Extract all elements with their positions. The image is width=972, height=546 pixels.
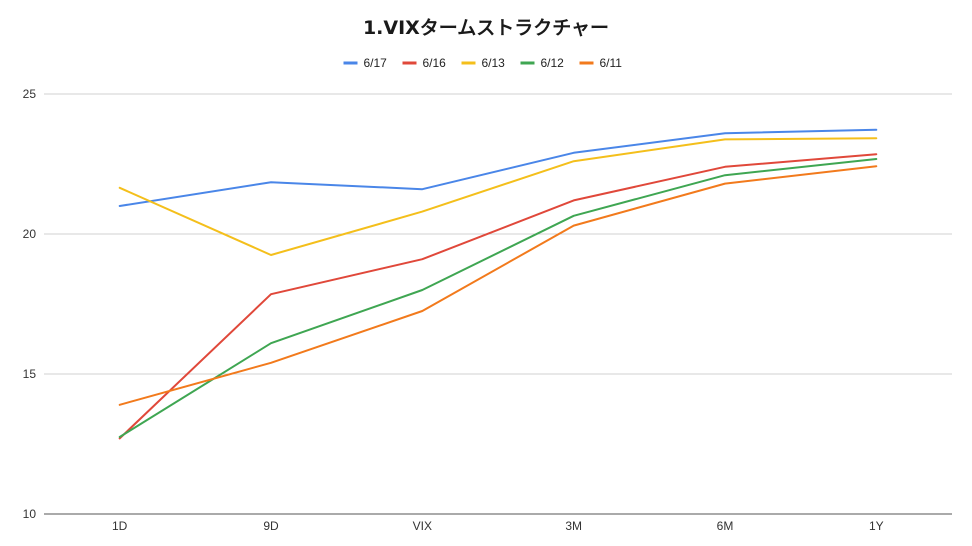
y-tick-label: 20 — [23, 227, 37, 241]
legend-label: 6/13 — [482, 56, 506, 70]
x-tick-label: VIX — [413, 519, 432, 533]
legend-item: 6/11 — [579, 56, 623, 70]
x-tick-label: 6M — [717, 519, 734, 533]
series-line — [118, 158, 878, 438]
series-4 — [118, 165, 878, 406]
series-line — [118, 165, 878, 406]
series-line — [118, 128, 878, 207]
y-tick-label: 10 — [23, 507, 37, 521]
series-2 — [118, 137, 878, 256]
series-3 — [118, 158, 878, 438]
legend-item: 6/17 — [343, 56, 388, 70]
x-tick-label: 3M — [565, 519, 582, 533]
y-tick-label: 25 — [23, 87, 37, 101]
legend-item: 6/12 — [520, 56, 565, 70]
chart-title: 1.VIXタームストラクチャー — [363, 17, 609, 39]
legend-item: 6/13 — [461, 56, 506, 70]
legend: 6/17 6/16 6/13 6/12 6/11 — [343, 56, 623, 70]
x-axis-ticks: 1D 9D VIX 3M 6M 1Y — [112, 519, 884, 533]
series-lines — [118, 128, 878, 440]
series-0 — [118, 128, 878, 207]
y-tick-label: 15 — [23, 367, 37, 381]
x-tick-label: 9D — [263, 519, 279, 533]
series-line — [118, 137, 878, 256]
legend-item: 6/16 — [402, 56, 447, 70]
legend-label: 6/12 — [541, 56, 565, 70]
series-line — [118, 153, 878, 440]
gridlines — [44, 93, 952, 515]
legend-label: 6/11 — [600, 56, 623, 70]
x-tick-label: 1D — [112, 519, 128, 533]
legend-label: 6/16 — [423, 56, 447, 70]
x-tick-label: 1Y — [869, 519, 884, 533]
legend-label: 6/17 — [364, 56, 388, 70]
series-1 — [118, 153, 878, 440]
y-axis-ticks: 10 15 20 25 — [23, 87, 37, 521]
